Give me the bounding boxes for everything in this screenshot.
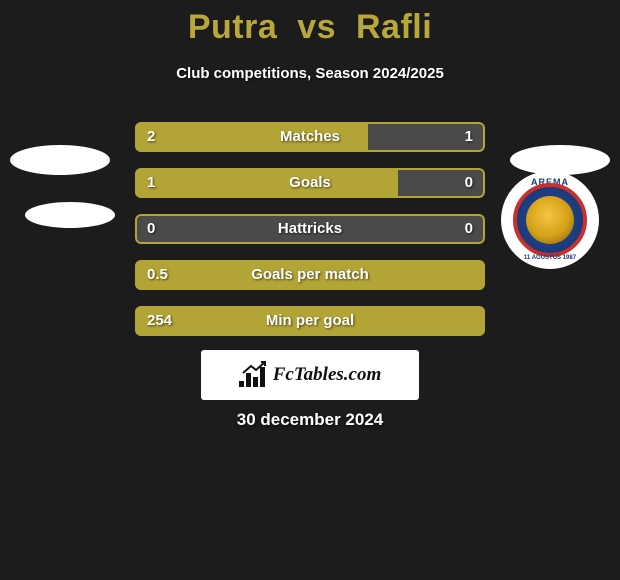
- stat-row: 10Goals: [135, 168, 485, 198]
- fctables-bars-icon: [239, 363, 267, 387]
- comparison-infographic: Putra vs Rafli Club competitions, Season…: [0, 0, 620, 580]
- player1-name: Putra: [188, 8, 277, 46]
- subtitle: Club competitions, Season 2024/2025: [0, 65, 620, 82]
- stat-row: 0.5Goals per match: [135, 260, 485, 290]
- player1-badge-bottom: [20, 165, 120, 265]
- mini-bar: [239, 381, 244, 387]
- stat-label: Hattricks: [135, 214, 485, 244]
- fctables-watermark: FcTables.com: [201, 350, 419, 400]
- fctables-text: FcTables.com: [273, 364, 382, 386]
- stat-label: Goals: [135, 168, 485, 198]
- generation-date: 30 december 2024: [0, 410, 620, 430]
- mini-bar: [260, 367, 265, 387]
- stat-row: 00Hattricks: [135, 214, 485, 244]
- arema-inner: [513, 183, 587, 257]
- arema-badge-icon: AREMA 11 AGUSTUS 1987: [501, 171, 599, 269]
- stat-label: Matches: [135, 122, 485, 152]
- mini-bar: [246, 373, 251, 387]
- mini-bar: [253, 377, 258, 387]
- player2-badge-bottom: AREMA 11 AGUSTUS 1987: [500, 170, 600, 270]
- player2-name: Rafli: [356, 8, 432, 46]
- vs-text: vs: [297, 8, 336, 46]
- stat-bars: 21Matches 10Goals 00Hattricks 0.5Goals per …: [135, 122, 485, 352]
- stat-label: Goals per match: [135, 260, 485, 290]
- title: Putra vs Rafli: [0, 0, 620, 47]
- arema-text-bottom: 11 AGUSTUS 1987: [501, 255, 599, 261]
- stat-row: 254Min per goal: [135, 306, 485, 336]
- stat-label: Min per goal: [135, 306, 485, 336]
- arema-lion-icon: [526, 196, 574, 244]
- ellipse-icon: [25, 202, 115, 228]
- stat-row: 21Matches: [135, 122, 485, 152]
